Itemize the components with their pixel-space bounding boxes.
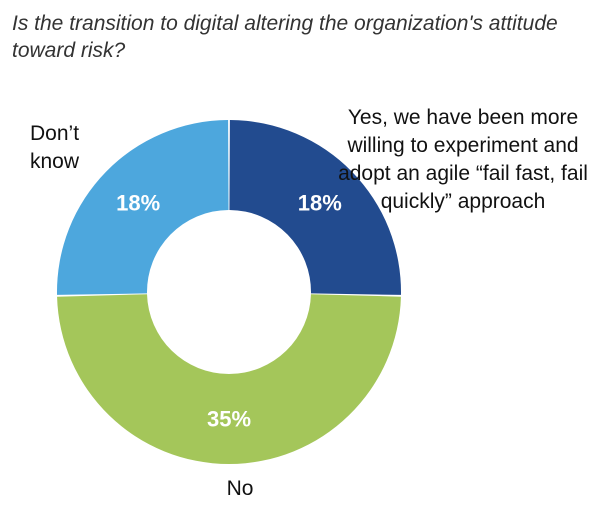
donut-slice-no xyxy=(57,294,401,464)
slice-label-no: No xyxy=(226,477,254,500)
percent-label-dont-know: 18% xyxy=(116,191,160,216)
donut-slice-dont-know xyxy=(57,120,229,295)
donut-slice-yes xyxy=(229,120,401,295)
percent-label-yes: 18% xyxy=(298,191,342,216)
slice-label-yes: Yes, we have been more willing to experi… xyxy=(338,106,588,213)
percent-label-no: 35% xyxy=(207,407,251,432)
percent-labels: 18% 35% 18% xyxy=(116,191,342,432)
chart-title: Is the transition to digital altering th… xyxy=(12,12,558,62)
slice-label-dont-know: Don’t know xyxy=(30,122,80,173)
donut-slices xyxy=(57,120,401,464)
